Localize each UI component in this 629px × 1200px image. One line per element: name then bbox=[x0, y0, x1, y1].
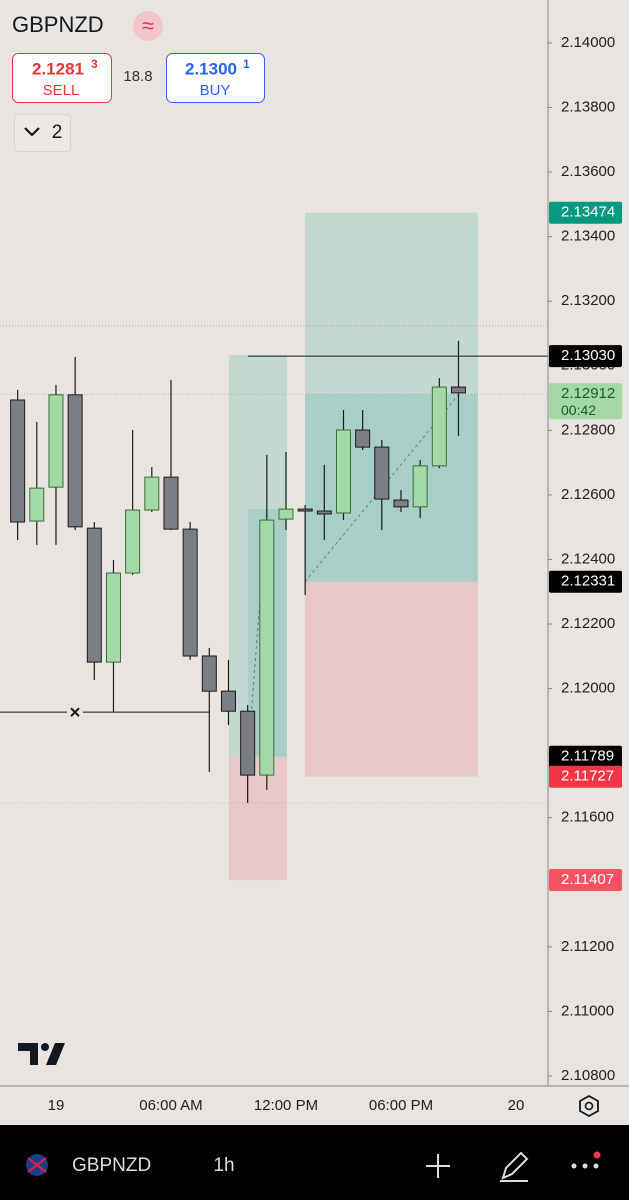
add-icon[interactable] bbox=[426, 1154, 450, 1178]
buy-price-sup: 1 bbox=[243, 57, 250, 71]
price-label: 2.13474 bbox=[561, 204, 615, 221]
x-tick-label: 06:00 AM bbox=[139, 1097, 202, 1114]
candle-body bbox=[259, 519, 275, 776]
y-tick-label: 2.11600 bbox=[561, 809, 614, 826]
candle-body bbox=[450, 386, 466, 394]
sell-button[interactable] bbox=[12, 53, 112, 103]
y-tick-label: 2.14000 bbox=[561, 34, 615, 51]
stop-zone bbox=[304, 581, 478, 777]
y-tick-label: 2.12400 bbox=[561, 550, 615, 567]
candle-body bbox=[48, 394, 64, 488]
candle-body bbox=[412, 465, 428, 508]
candle-body bbox=[163, 476, 179, 530]
sell-price-sup: 3 bbox=[91, 57, 98, 71]
y-tick-label: 2.12000 bbox=[561, 680, 615, 697]
chevron bbox=[24, 127, 40, 137]
target-zone bbox=[304, 212, 478, 582]
price-label-bg bbox=[549, 345, 622, 368]
toolbar-interval[interactable]: 1h bbox=[213, 1155, 234, 1176]
price-countdown: 00:42 bbox=[561, 402, 596, 418]
stop-zone bbox=[228, 756, 287, 881]
y-tick-label: 2.10800 bbox=[561, 1067, 615, 1084]
sell-label: SELL bbox=[43, 82, 80, 99]
flag-icon bbox=[27, 1157, 47, 1173]
y-tick-label: 2.13200 bbox=[561, 292, 615, 309]
toolbar-symbol[interactable]: GBPNZD bbox=[72, 1155, 151, 1176]
logo bbox=[18, 1043, 65, 1065]
price-label: 2.12331 bbox=[561, 573, 615, 590]
candle-body bbox=[278, 508, 294, 520]
x-tick-label: 20 bbox=[508, 1097, 525, 1114]
price-label-bg bbox=[549, 745, 622, 768]
y-tick-label: 2.13600 bbox=[561, 163, 615, 180]
candle-body bbox=[335, 429, 351, 514]
candle-body bbox=[67, 394, 83, 528]
candle-body bbox=[144, 476, 160, 511]
candle-body bbox=[355, 429, 371, 448]
notification-dot bbox=[593, 1151, 601, 1159]
background bbox=[0, 0, 629, 1125]
candle-body bbox=[316, 510, 332, 515]
candle-body bbox=[105, 572, 121, 663]
plot bbox=[0, 212, 548, 881]
y-tick-label: 2.13800 bbox=[561, 98, 615, 115]
x-tick-label: 12:00 PM bbox=[254, 1097, 318, 1114]
more-icon[interactable] bbox=[571, 1163, 577, 1169]
alert-marker bbox=[70, 707, 80, 717]
y-tick-label: 2.11200 bbox=[561, 938, 614, 955]
collapse-count: 2 bbox=[52, 122, 63, 143]
filled-zone bbox=[304, 394, 478, 582]
price-label-bg bbox=[549, 383, 622, 420]
y-tick-label: 2.12600 bbox=[561, 486, 615, 503]
price-label: 2.11727 bbox=[561, 768, 614, 785]
spread: 18.8 bbox=[123, 68, 152, 85]
axis: 2.14000 2.13800 2.13600 2.13400 2.13200 2.130… bbox=[48, 34, 622, 1114]
x-tick-label: 06:00 PM bbox=[369, 1097, 433, 1114]
candle-body bbox=[125, 509, 141, 574]
candle-body bbox=[29, 487, 45, 522]
target-zone bbox=[228, 355, 287, 757]
icon-glyph: ≈ bbox=[142, 13, 154, 38]
sell-price: 2.1281 bbox=[32, 59, 84, 78]
symbol: GBPNZD bbox=[12, 12, 104, 37]
icon[interactable] bbox=[133, 11, 163, 41]
candle-body bbox=[431, 386, 447, 467]
candle-body bbox=[393, 499, 409, 508]
buy-button[interactable] bbox=[166, 53, 265, 103]
buy-price: 2.1300 bbox=[185, 59, 237, 78]
candle-body bbox=[201, 655, 217, 692]
price-label: 2.11789 bbox=[561, 748, 614, 765]
price-label: 2.11407 bbox=[561, 871, 614, 888]
buy-label: BUY bbox=[200, 82, 231, 99]
candle-body bbox=[297, 508, 313, 512]
price-label-bg bbox=[549, 765, 622, 788]
y-tick-label: 2.12200 bbox=[561, 615, 615, 632]
price-label-bg bbox=[549, 570, 622, 593]
candle-body bbox=[374, 446, 390, 500]
more-icon bbox=[582, 1163, 588, 1169]
candle-body bbox=[10, 399, 26, 523]
settings-icon bbox=[584, 1101, 594, 1111]
logo bbox=[41, 1043, 49, 1051]
x-tick-label: 19 bbox=[48, 1097, 65, 1114]
settings-icon[interactable] bbox=[579, 1094, 599, 1118]
more-icon bbox=[593, 1163, 599, 1169]
price-label-bg bbox=[549, 869, 622, 892]
candle-body bbox=[240, 710, 256, 776]
y-tick-label: 2.13400 bbox=[561, 228, 615, 245]
price-label-bg bbox=[549, 201, 622, 224]
collapse-button[interactable] bbox=[14, 114, 71, 152]
draw-icon[interactable] bbox=[500, 1151, 529, 1182]
price-label: 2.13030 bbox=[561, 347, 615, 364]
candle-body bbox=[220, 690, 236, 712]
candle-body bbox=[182, 528, 198, 657]
price-label: 2.12912 bbox=[561, 385, 615, 402]
y-tick-label: 2.11000 bbox=[561, 1002, 614, 1019]
candle-body bbox=[86, 527, 102, 663]
y-tick-label: 2.12800 bbox=[561, 421, 615, 438]
